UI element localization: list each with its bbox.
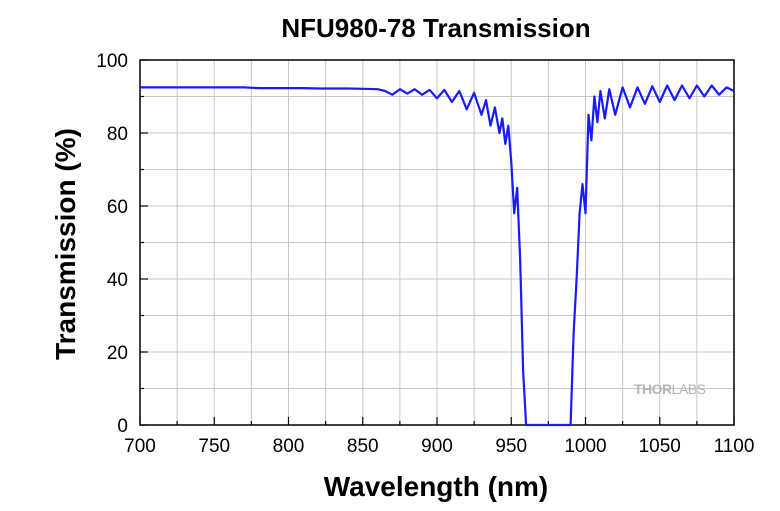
x-tick-label: 900 <box>421 436 453 457</box>
watermark-thor: THOR <box>634 381 672 397</box>
axis-ticks <box>139 59 735 426</box>
y-tick-labels: 0 20 40 60 80 100 <box>96 51 128 437</box>
x-tick-label: 750 <box>198 436 230 457</box>
y-tick-label: 20 <box>107 343 128 364</box>
x-tick-label: 950 <box>495 436 527 457</box>
x-tick-label: 1000 <box>564 436 606 457</box>
x-tick-label: 850 <box>347 436 379 457</box>
thorlabs-watermark: THORLABS <box>634 381 706 397</box>
y-tick-label: 60 <box>107 197 128 218</box>
chart-title: NFU980-78 Transmission <box>281 13 590 43</box>
x-tick-label: 700 <box>124 436 156 457</box>
y-tick-label: 40 <box>107 270 128 291</box>
series-line <box>140 84 735 427</box>
x-tick-label: 800 <box>273 436 305 457</box>
x-axis-label: Wavelength (nm) <box>324 471 549 502</box>
x-tick-labels: 700 750 800 850 900 950 1000 1050 1100 <box>124 436 754 457</box>
y-tick-label: 0 <box>117 416 128 437</box>
y-tick-label: 80 <box>107 124 128 145</box>
y-axis-label: Transmission (%) <box>50 128 81 360</box>
x-tick-label: 1050 <box>639 436 681 457</box>
watermark-labs: LABS <box>672 381 706 397</box>
x-tick-label: 1100 <box>714 436 755 457</box>
grid-lines <box>140 60 734 425</box>
y-tick-label: 100 <box>96 51 128 72</box>
